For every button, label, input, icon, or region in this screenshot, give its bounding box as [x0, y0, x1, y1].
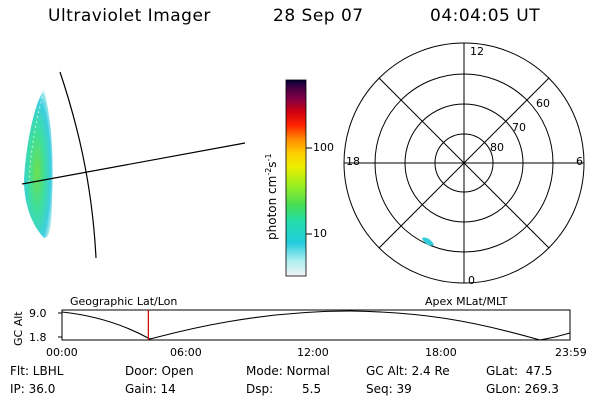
aurora-oval — [24, 90, 53, 238]
timeline-left-title: Geographic Lat/Lon — [70, 295, 178, 308]
timeline-plot — [58, 309, 571, 341]
altitude-curve — [61, 310, 571, 341]
ip-info: IP: 36.0 — [10, 382, 56, 396]
timeline-xtick-0000: 00:00 — [46, 346, 78, 359]
gain-info: Gain: 14 — [125, 382, 176, 396]
longitude-line — [59, 71, 97, 259]
colorbar-tick-10: 10 — [313, 227, 327, 240]
instrument-title: Ultraviolet Imager — [48, 6, 211, 26]
mode-info: Mode: Normal — [246, 364, 330, 378]
seq-info: Seq: 39 — [366, 382, 412, 396]
door-info: Door: Open — [125, 364, 194, 378]
dsp-label: Dsp: — [246, 382, 274, 396]
glat-info: GLat: 47.5 — [486, 364, 553, 378]
lat-label-60: 60 — [536, 97, 550, 110]
timeline-ytick-1-8: 1.8 — [29, 331, 47, 344]
filter-info: Flt: LBHL — [10, 364, 64, 378]
latitude-line — [21, 142, 246, 185]
timeline-xtick-1800: 18:00 — [425, 346, 457, 359]
mlt-label-12: 12 — [470, 45, 484, 58]
mlt-label-6: 6 — [576, 155, 583, 168]
date-label: 28 Sep 07 — [273, 6, 364, 26]
colorbar — [285, 79, 312, 277]
timeline-xtick-0600: 06:00 — [170, 346, 202, 359]
timeline-xtick-2359: 23:59 — [555, 346, 587, 359]
earth-image — [21, 71, 246, 259]
dsp-value: 5.5 — [302, 382, 322, 396]
timeline-xtick-1200: 12:00 — [297, 346, 329, 359]
gc-alt-info: GC Alt: 2.4 Re — [366, 364, 450, 378]
mlt-label-18: 18 — [346, 155, 360, 168]
colorbar-tick-100: 100 — [313, 141, 334, 154]
lat-label-70: 70 — [512, 121, 526, 134]
timeline-ytick-9: 9.0 — [29, 307, 47, 320]
polar-plot — [343, 42, 585, 284]
glon-info: GLon: 269.3 — [486, 382, 559, 396]
time-label: 04:04:05 UT — [430, 6, 541, 26]
lat-label-80: 80 — [490, 141, 504, 154]
mlt-label-0: 0 — [468, 274, 475, 287]
timeline-right-title: Apex MLat/MLT — [425, 295, 508, 308]
polar-aurora-blob — [422, 237, 434, 246]
